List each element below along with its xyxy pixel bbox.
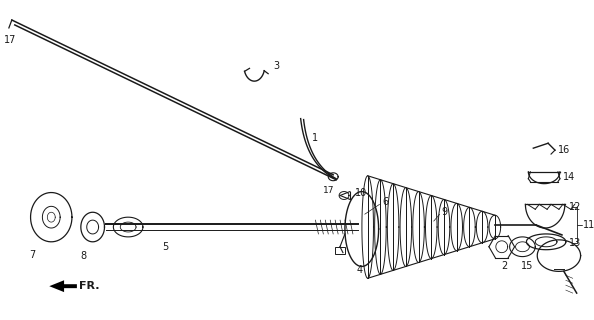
Text: 14: 14 (563, 172, 575, 182)
Text: 2: 2 (501, 261, 507, 271)
Text: 12: 12 (569, 202, 581, 212)
Text: 7: 7 (30, 250, 36, 260)
Text: 13: 13 (569, 238, 581, 248)
Text: 10: 10 (355, 188, 367, 197)
Text: 5: 5 (163, 242, 169, 252)
Text: 17: 17 (4, 35, 16, 45)
Text: 8: 8 (81, 251, 87, 260)
Text: 6: 6 (383, 197, 388, 207)
Text: 9: 9 (441, 207, 448, 217)
Text: 17: 17 (323, 186, 335, 195)
Text: 3: 3 (273, 61, 279, 71)
Text: 4: 4 (357, 265, 363, 276)
Text: 16: 16 (558, 145, 570, 155)
Bar (335, 247, 345, 254)
Polygon shape (49, 280, 77, 292)
Text: 11: 11 (583, 220, 594, 230)
Text: 1: 1 (311, 133, 318, 143)
Text: 15: 15 (520, 261, 533, 271)
Text: FR.: FR. (79, 281, 99, 291)
